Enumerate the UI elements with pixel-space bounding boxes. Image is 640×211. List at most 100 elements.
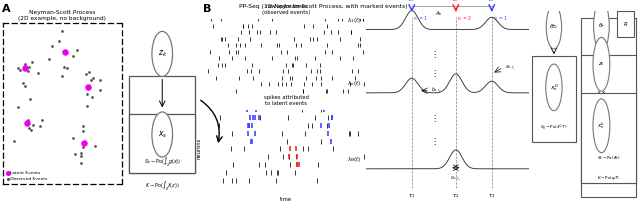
Text: B: B [203, 4, 211, 14]
Text: $S_k{\sim}\mathrm{Po}(\int_X\!g(x))$: $S_k{\sim}\mathrm{Po}(\int_X\!g(x))$ [143, 156, 181, 169]
Text: $\tau_3$: $\tau_3$ [488, 192, 495, 200]
Text: neurons: neurons [196, 138, 201, 160]
Point [20, 62, 30, 66]
Text: $S_k{\sim}\mathrm{Po}(A_k)$: $S_k{\sim}\mathrm{Po}(A_k)$ [596, 155, 621, 162]
Point [56, 74, 67, 78]
Text: $\tau_2$: $\tau_2$ [452, 192, 460, 200]
Point [19, 85, 29, 88]
Point [95, 88, 105, 91]
Point [44, 57, 54, 61]
Text: $b_{n,r_k}$: $b_{n,r_k}$ [431, 86, 443, 95]
Point [79, 142, 89, 145]
Point [24, 126, 34, 130]
FancyBboxPatch shape [581, 93, 636, 183]
Point [8, 140, 19, 143]
Point [35, 124, 45, 128]
Point [28, 123, 38, 126]
Text: $x_s$: $x_s$ [157, 129, 167, 140]
Point [68, 55, 78, 58]
Point [76, 154, 86, 157]
Text: $z_3$: $z_3$ [488, 0, 495, 4]
Circle shape [546, 64, 562, 111]
Text: $\lambda_n(t)$: $\lambda_n(t)$ [347, 79, 361, 88]
Point [69, 153, 79, 156]
Legend: Latent Events, Observed Events: Latent Events, Observed Events [5, 171, 48, 181]
Circle shape [593, 99, 610, 153]
Point [19, 66, 29, 70]
Point [81, 72, 92, 76]
Text: ⋮: ⋮ [431, 114, 439, 123]
Text: $z_k$: $z_k$ [598, 60, 605, 68]
Point [78, 124, 88, 127]
Point [60, 50, 70, 54]
Point [33, 71, 43, 75]
FancyBboxPatch shape [532, 56, 576, 142]
Text: $x_s^k$: $x_s^k$ [597, 120, 605, 131]
Point [86, 95, 97, 99]
Point [62, 66, 72, 70]
Point [90, 145, 100, 148]
Circle shape [152, 31, 173, 77]
Point [54, 39, 64, 43]
Point [13, 106, 23, 109]
Text: $\tau_1$: $\tau_1$ [408, 192, 415, 200]
Point [88, 76, 99, 80]
Text: spikes attributed
to latent events: spikes attributed to latent events [264, 95, 309, 106]
Point [78, 129, 88, 133]
Text: $z_2$: $z_2$ [452, 0, 460, 4]
Circle shape [547, 5, 562, 49]
Point [36, 118, 47, 122]
FancyBboxPatch shape [581, 55, 636, 183]
Point [22, 118, 33, 122]
Text: PP-Seq (1D Neyman-Scott Process, with marked events): PP-Seq (1D Neyman-Scott Process, with ma… [239, 4, 408, 9]
Point [95, 79, 106, 82]
Point [28, 60, 38, 64]
Point [26, 129, 36, 132]
Point [86, 78, 96, 81]
Text: $c_{n,r_k}$: $c_{n,r_k}$ [451, 174, 461, 183]
Point [25, 97, 35, 101]
Text: $K{\sim}\mathrm{Po}(\psi T)$: $K{\sim}\mathrm{Po}(\psi T)$ [597, 174, 620, 182]
Point [76, 151, 86, 154]
Point [13, 66, 24, 70]
Circle shape [594, 1, 609, 51]
Point [77, 145, 88, 148]
Title: Neyman-Scott Process
(2D example, no background): Neyman-Scott Process (2D example, no bac… [19, 10, 106, 22]
Text: $R$: $R$ [623, 20, 628, 28]
Point [23, 69, 33, 73]
Point [15, 68, 25, 72]
Point [83, 86, 93, 89]
Text: ⋮: ⋮ [431, 69, 439, 78]
Text: A: A [2, 4, 10, 14]
Text: $\lambda_N(t)$: $\lambda_N(t)$ [347, 155, 361, 164]
Text: ⋮: ⋮ [431, 50, 439, 59]
Point [24, 65, 34, 69]
FancyBboxPatch shape [581, 18, 636, 197]
Point [17, 82, 28, 85]
Point [82, 92, 92, 95]
Text: $z_k$: $z_k$ [157, 49, 167, 59]
Text: time: time [280, 197, 292, 202]
Text: $\theta_r$: $\theta_r$ [598, 22, 605, 30]
Point [84, 71, 95, 74]
Point [22, 121, 32, 124]
Text: $x_s^0$: $x_s^0$ [550, 82, 558, 93]
Circle shape [152, 112, 173, 157]
Text: ⋮: ⋮ [431, 137, 439, 146]
Text: $a_{n,r_k}$: $a_{n,r_k}$ [505, 63, 516, 72]
Text: $\lambda_1(t)$: $\lambda_1(t)$ [347, 16, 361, 24]
FancyBboxPatch shape [129, 114, 195, 173]
Point [47, 45, 57, 48]
Point [82, 104, 92, 108]
Text: $S_0{\sim}\mathrm{Po}(\lambda^\varnothing T)$: $S_0{\sim}\mathrm{Po}(\lambda^\varnothin… [540, 123, 568, 132]
Text: raw spike times
(observed events): raw spike times (observed events) [262, 4, 310, 15]
FancyBboxPatch shape [129, 77, 195, 173]
Circle shape [593, 37, 610, 91]
Point [68, 137, 78, 140]
Text: $r_1=1$: $r_1=1$ [413, 14, 428, 23]
Text: $r_3=1$: $r_3=1$ [493, 14, 508, 23]
Point [72, 49, 83, 52]
Point [76, 162, 86, 165]
Text: $z_1$: $z_1$ [408, 0, 415, 4]
Text: $\theta_\varnothing$: $\theta_\varnothing$ [549, 23, 559, 31]
